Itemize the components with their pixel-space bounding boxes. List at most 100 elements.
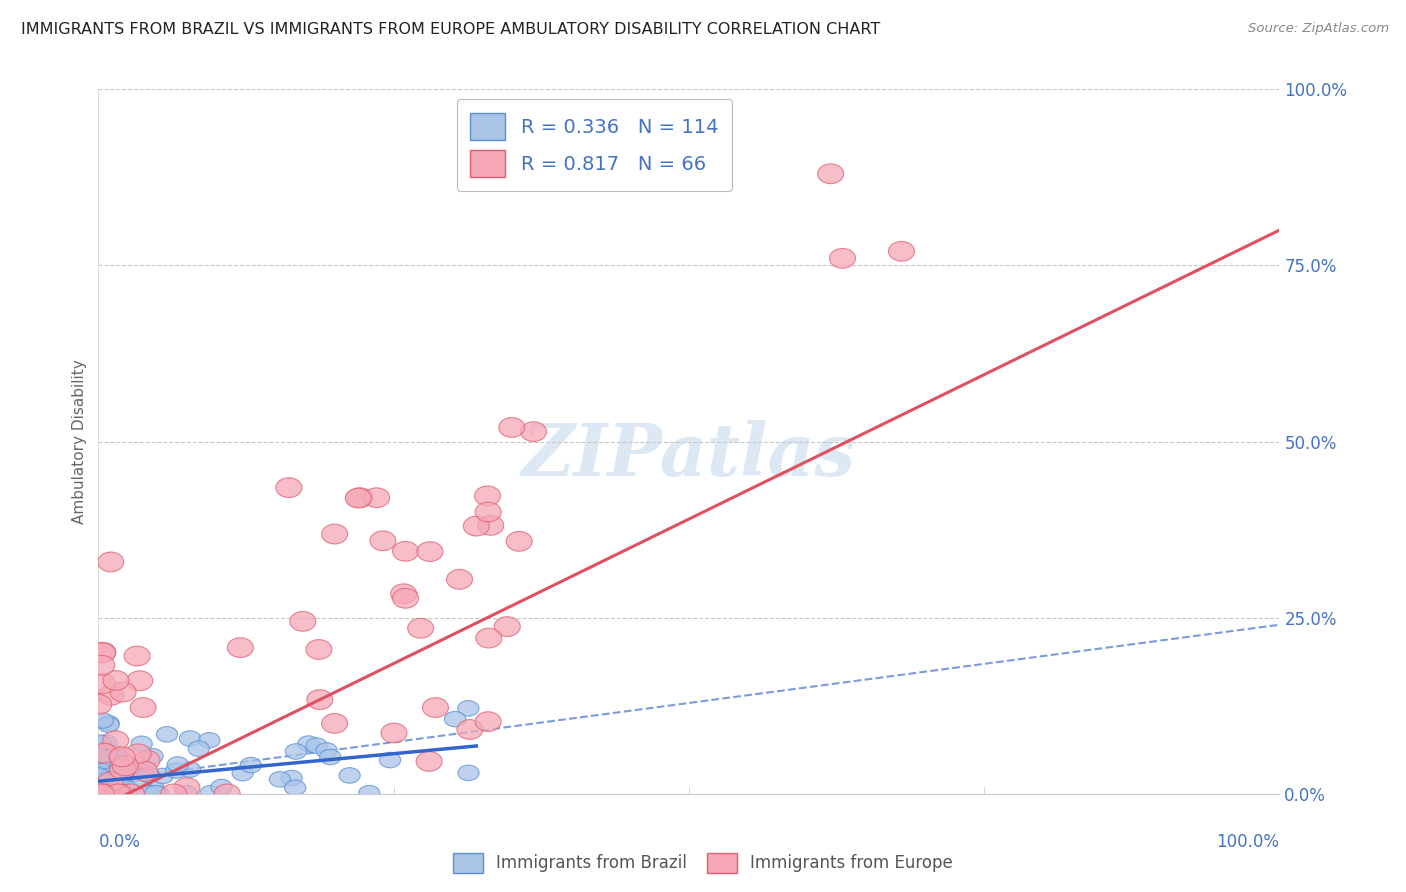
Ellipse shape — [96, 751, 117, 766]
Ellipse shape — [118, 784, 145, 804]
Ellipse shape — [98, 749, 120, 765]
Ellipse shape — [152, 768, 173, 784]
Ellipse shape — [138, 767, 159, 782]
Ellipse shape — [94, 786, 115, 801]
Ellipse shape — [97, 786, 118, 801]
Ellipse shape — [131, 698, 156, 717]
Ellipse shape — [339, 768, 360, 783]
Ellipse shape — [134, 750, 160, 770]
Ellipse shape — [89, 768, 110, 783]
Ellipse shape — [416, 751, 441, 772]
Ellipse shape — [347, 488, 373, 508]
Ellipse shape — [89, 656, 115, 675]
Ellipse shape — [228, 638, 253, 657]
Ellipse shape — [110, 751, 131, 766]
Ellipse shape — [188, 741, 209, 756]
Ellipse shape — [91, 752, 112, 767]
Ellipse shape — [96, 776, 117, 791]
Ellipse shape — [284, 780, 305, 796]
Ellipse shape — [458, 765, 479, 780]
Ellipse shape — [281, 770, 302, 786]
Ellipse shape — [818, 164, 844, 184]
Text: 100.0%: 100.0% — [1216, 832, 1279, 851]
Legend: Immigrants from Brazil, Immigrants from Europe: Immigrants from Brazil, Immigrants from … — [446, 847, 960, 880]
Ellipse shape — [100, 771, 121, 786]
Ellipse shape — [214, 784, 240, 804]
Ellipse shape — [464, 516, 489, 536]
Text: ZIPatlas: ZIPatlas — [522, 420, 856, 491]
Ellipse shape — [114, 775, 135, 791]
Ellipse shape — [89, 786, 110, 801]
Ellipse shape — [91, 783, 112, 799]
Ellipse shape — [322, 714, 347, 733]
Ellipse shape — [91, 786, 112, 801]
Ellipse shape — [86, 695, 111, 714]
Ellipse shape — [506, 532, 533, 551]
Ellipse shape — [98, 785, 120, 801]
Ellipse shape — [94, 786, 115, 801]
Ellipse shape — [98, 686, 124, 706]
Ellipse shape — [96, 735, 117, 750]
Ellipse shape — [93, 780, 114, 795]
Ellipse shape — [100, 756, 121, 772]
Ellipse shape — [89, 748, 110, 764]
Ellipse shape — [285, 744, 307, 759]
Ellipse shape — [98, 552, 124, 572]
Ellipse shape — [180, 762, 201, 777]
Ellipse shape — [240, 757, 262, 772]
Ellipse shape — [474, 486, 501, 506]
Ellipse shape — [89, 786, 110, 801]
Ellipse shape — [136, 764, 157, 780]
Ellipse shape — [370, 531, 396, 550]
Ellipse shape — [174, 778, 200, 797]
Ellipse shape — [166, 763, 187, 779]
Ellipse shape — [108, 786, 131, 801]
Ellipse shape — [94, 786, 115, 801]
Ellipse shape — [103, 773, 124, 789]
Ellipse shape — [104, 786, 125, 801]
Ellipse shape — [96, 786, 117, 801]
Ellipse shape — [96, 780, 117, 795]
Ellipse shape — [90, 642, 115, 662]
Ellipse shape — [124, 646, 150, 666]
Ellipse shape — [89, 786, 110, 801]
Ellipse shape — [103, 671, 129, 690]
Text: Source: ZipAtlas.com: Source: ZipAtlas.com — [1249, 22, 1389, 36]
Ellipse shape — [100, 785, 121, 800]
Ellipse shape — [167, 756, 188, 772]
Ellipse shape — [447, 569, 472, 590]
Ellipse shape — [104, 786, 125, 801]
Ellipse shape — [87, 784, 114, 804]
Text: IMMIGRANTS FROM BRAZIL VS IMMIGRANTS FROM EUROPE AMBULATORY DISABILITY CORRELATI: IMMIGRANTS FROM BRAZIL VS IMMIGRANTS FRO… — [21, 22, 880, 37]
Ellipse shape — [91, 786, 112, 801]
Ellipse shape — [499, 417, 524, 437]
Ellipse shape — [98, 717, 120, 732]
Ellipse shape — [138, 786, 159, 801]
Ellipse shape — [96, 772, 117, 787]
Ellipse shape — [132, 762, 157, 781]
Ellipse shape — [380, 752, 401, 768]
Ellipse shape — [475, 502, 501, 522]
Ellipse shape — [107, 784, 134, 804]
Ellipse shape — [307, 738, 328, 754]
Ellipse shape — [290, 612, 316, 632]
Ellipse shape — [94, 786, 115, 801]
Ellipse shape — [232, 765, 253, 780]
Ellipse shape — [475, 628, 502, 648]
Ellipse shape — [91, 743, 117, 764]
Ellipse shape — [346, 488, 371, 508]
Ellipse shape — [94, 786, 115, 801]
Y-axis label: Ambulatory Disability: Ambulatory Disability — [72, 359, 87, 524]
Ellipse shape — [93, 786, 114, 801]
Ellipse shape — [124, 766, 145, 781]
Ellipse shape — [211, 780, 232, 795]
Ellipse shape — [176, 786, 197, 801]
Ellipse shape — [90, 786, 111, 801]
Ellipse shape — [90, 784, 115, 804]
Ellipse shape — [89, 764, 110, 779]
Ellipse shape — [105, 784, 131, 804]
Ellipse shape — [198, 732, 219, 748]
Ellipse shape — [298, 736, 319, 751]
Ellipse shape — [91, 758, 112, 773]
Ellipse shape — [408, 618, 433, 638]
